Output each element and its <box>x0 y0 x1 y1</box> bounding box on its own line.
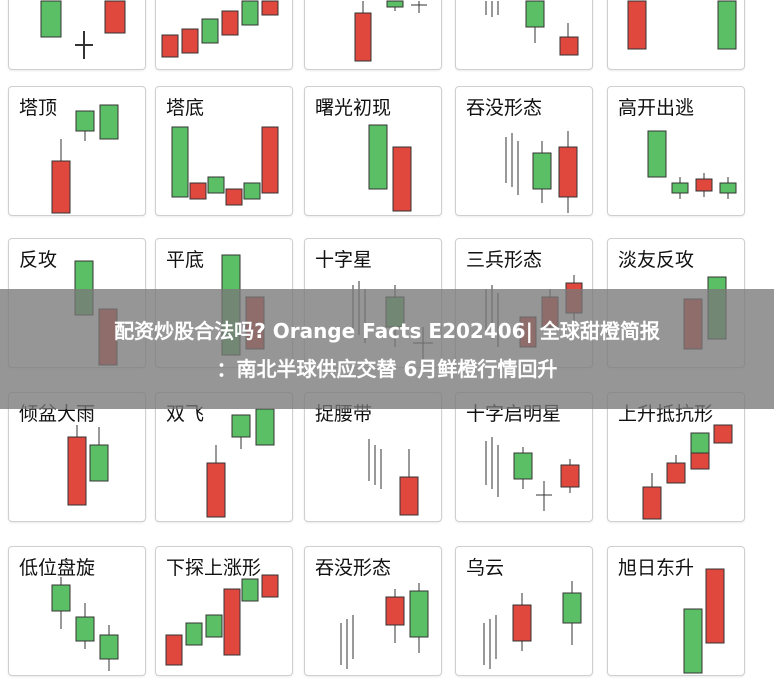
candlestick-chart <box>340 583 429 669</box>
pattern-label: 平底 <box>166 249 205 271</box>
pattern-label: 吞没形态 <box>466 97 543 119</box>
pattern-card-partial <box>155 0 293 70</box>
pattern-card: 双飞 <box>155 392 293 522</box>
candlestick-chart <box>165 574 279 666</box>
pattern-label: 下探上涨形 <box>166 557 262 579</box>
pattern-label: 曙光初现 <box>315 97 392 119</box>
pattern-card: 高开出逃 <box>607 86 745 216</box>
candlestick-chart <box>368 124 412 212</box>
pattern-card-partial <box>607 0 745 70</box>
candlestick-chart <box>483 581 582 669</box>
pattern-card-partial <box>455 0 593 70</box>
candlestick-chart <box>161 0 279 58</box>
pattern-card: 旭日东升 <box>607 546 745 676</box>
candlestick-chart <box>505 131 578 213</box>
candlestick-chart <box>51 577 119 671</box>
candlestick-chart <box>171 126 279 206</box>
pattern-label: 反攻 <box>19 249 58 271</box>
candlestick-chart <box>40 0 126 59</box>
pattern-card: 下探上涨形 <box>155 546 293 676</box>
pattern-card: 塔底 <box>155 86 293 216</box>
pattern-label: 塔底 <box>166 97 205 119</box>
candlestick-chart <box>51 104 119 214</box>
pattern-label: 十字星 <box>315 249 373 271</box>
candlestick-chart <box>354 0 427 62</box>
pattern-card: 曙光初现 <box>304 86 442 216</box>
pattern-label: 高开出逃 <box>618 97 695 119</box>
pattern-label: 塔顶 <box>19 97 58 119</box>
pattern-card: 吞没形态 <box>455 86 593 216</box>
pattern-card: 倾盆大雨 <box>8 392 146 522</box>
pattern-label: 三兵形态 <box>466 249 543 271</box>
pattern-label: 低位盘旋 <box>19 557 96 579</box>
pattern-card-partial <box>8 0 146 70</box>
pattern-label: 吞没形态 <box>315 557 392 579</box>
pattern-card: 上升抵抗形 <box>607 392 745 522</box>
pattern-card: 十字启明星 <box>455 392 593 522</box>
candlestick-chart <box>485 437 580 511</box>
pattern-card: 低位盘旋 <box>8 546 146 676</box>
candlestick-chart <box>368 439 419 516</box>
candlestick-chart <box>485 0 579 56</box>
candlestick-chart <box>67 425 109 506</box>
pattern-label: 乌云 <box>466 557 505 579</box>
pattern-card-partial <box>304 0 442 70</box>
candlestick-chart <box>683 568 725 674</box>
pattern-label: 旭日东升 <box>618 557 695 579</box>
banner-title-line-1: 配资炒股合法吗? Orange Facts E202406| 全球甜橙简报 <box>114 319 660 343</box>
pattern-card: 捉腰带 <box>304 392 442 522</box>
pattern-card: 塔顶 <box>8 86 146 216</box>
candlestick-chart <box>206 408 275 518</box>
candlestick-chart <box>627 0 737 50</box>
pattern-card: 吞没形态 <box>304 546 442 676</box>
pattern-label: 淡友反攻 <box>618 249 695 271</box>
candlestick-chart <box>642 424 733 520</box>
candlestick-chart <box>647 130 737 199</box>
pattern-card: 乌云 <box>455 546 593 676</box>
article-title-banner[interactable]: 配资炒股合法吗? Orange Facts E202406| 全球甜橙简报 ：南… <box>0 289 774 409</box>
banner-title-line-2: ：南北半球供应交替 6月鲜橙行情回升 <box>216 357 558 381</box>
